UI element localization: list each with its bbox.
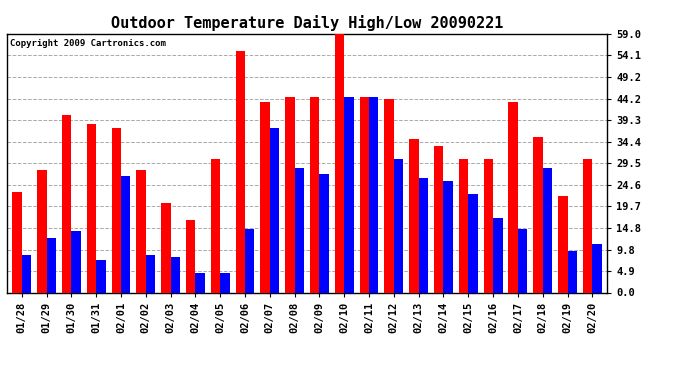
Bar <box>245 229 255 292</box>
Text: Copyright 2009 Cartronics.com: Copyright 2009 Cartronics.com <box>10 39 166 48</box>
Bar <box>543 168 552 292</box>
Bar <box>96 260 106 292</box>
Bar <box>369 98 379 292</box>
Bar <box>47 238 56 292</box>
Bar <box>459 159 469 292</box>
Bar <box>469 194 477 292</box>
Bar <box>12 192 22 292</box>
Bar <box>518 229 527 292</box>
Bar <box>186 220 195 292</box>
Bar <box>211 159 220 292</box>
Bar <box>409 139 419 292</box>
Bar <box>319 174 329 292</box>
Bar <box>359 98 369 292</box>
Bar <box>592 244 602 292</box>
Bar <box>137 170 146 292</box>
Bar <box>567 251 577 292</box>
Bar <box>533 137 543 292</box>
Bar <box>22 255 31 292</box>
Bar <box>583 159 592 292</box>
Bar <box>146 255 155 292</box>
Bar <box>260 102 270 292</box>
Bar <box>344 98 354 292</box>
Bar <box>71 231 81 292</box>
Bar <box>87 124 96 292</box>
Bar <box>37 170 47 292</box>
Bar <box>161 202 170 292</box>
Bar <box>394 159 403 292</box>
Bar <box>170 257 180 292</box>
Bar <box>434 146 444 292</box>
Bar <box>310 98 319 292</box>
Bar <box>285 98 295 292</box>
Bar <box>295 168 304 292</box>
Bar <box>335 34 344 292</box>
Bar <box>195 273 205 292</box>
Bar <box>121 176 130 292</box>
Bar <box>444 181 453 292</box>
Bar <box>419 178 428 292</box>
Bar <box>558 196 567 292</box>
Bar <box>235 51 245 292</box>
Bar <box>509 102 518 292</box>
Bar <box>384 99 394 292</box>
Bar <box>270 128 279 292</box>
Bar <box>62 115 71 292</box>
Bar <box>220 273 230 292</box>
Bar <box>484 159 493 292</box>
Bar <box>493 218 502 292</box>
Title: Outdoor Temperature Daily High/Low 20090221: Outdoor Temperature Daily High/Low 20090… <box>111 15 503 31</box>
Bar <box>112 128 121 292</box>
